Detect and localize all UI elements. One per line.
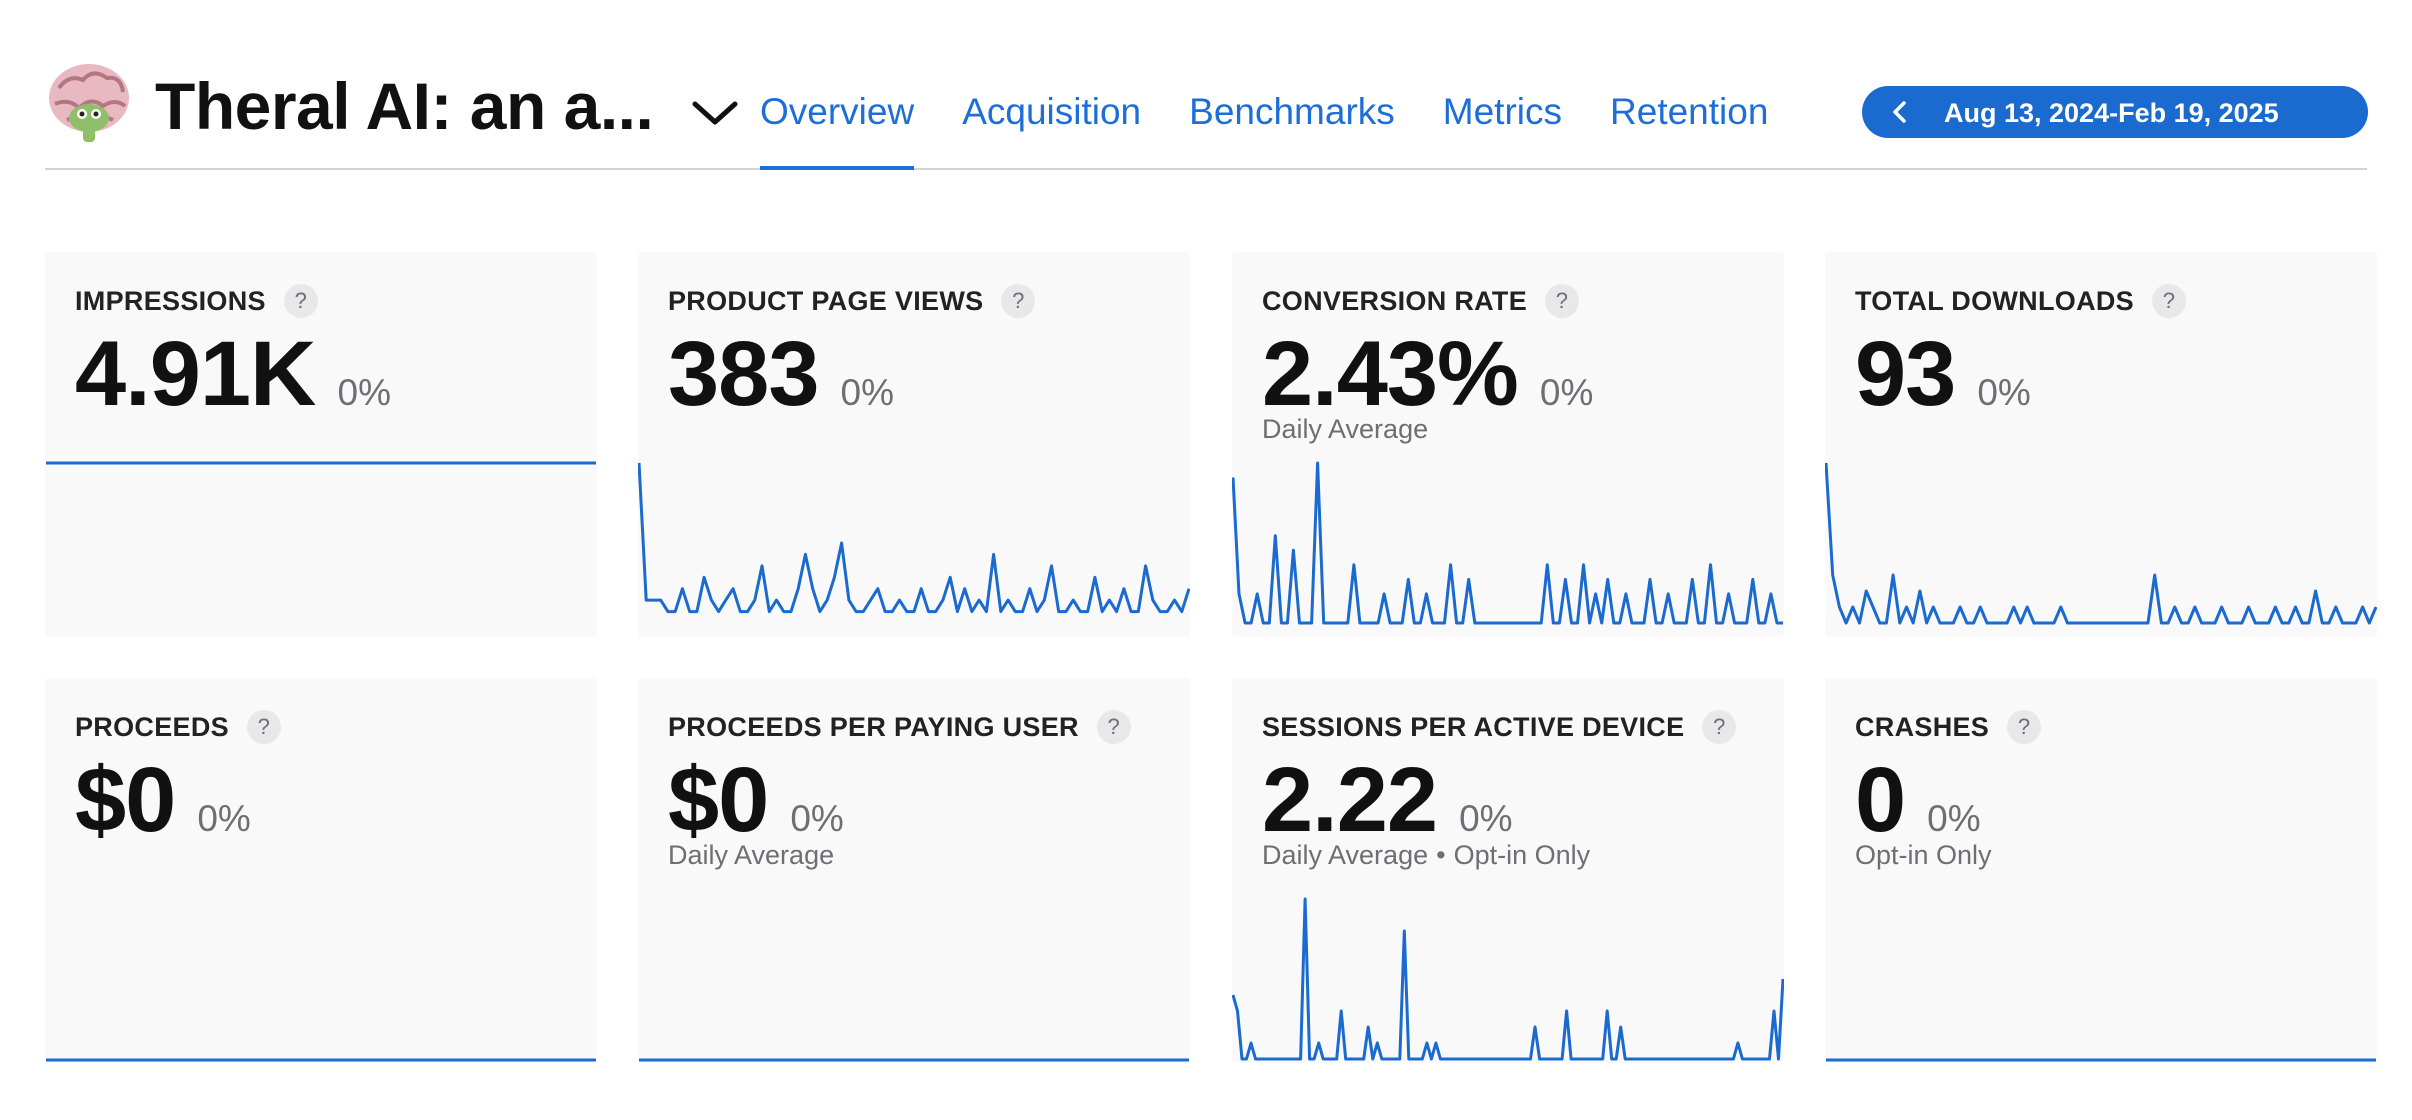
metric-label-text: TOTAL DOWNLOADS — [1855, 285, 2134, 316]
metric-value-row: 383 0% — [668, 328, 894, 420]
sparkline-chart — [1825, 462, 2377, 625]
metric-label-text: PRODUCT PAGE VIEWS — [668, 285, 984, 316]
metric-label-text: IMPRESSIONS — [75, 285, 266, 316]
help-icon[interactable]: ? — [1096, 710, 1131, 744]
separator-dot: • — [1436, 840, 1446, 870]
metric-card-conversion-rate[interactable]: CONVERSION RATE? 2.43% 0% Daily Average — [1232, 252, 1784, 637]
metric-card-total-downloads[interactable]: TOTAL DOWNLOADS? 93 0% — [1825, 252, 2377, 637]
sparkline-series — [1232, 461, 1783, 625]
metric-value: 383 — [668, 323, 819, 425]
chevron-left-icon[interactable] — [1888, 100, 1912, 124]
metric-value: 2.22 — [1262, 749, 1438, 851]
metric-card-product-page-views[interactable]: PRODUCT PAGE VIEWS? 383 0% — [638, 252, 1190, 637]
metric-change: 0% — [1459, 798, 1513, 839]
metric-card-crashes[interactable]: CRASHES? 0 0% Opt-in Only — [1825, 678, 2377, 1063]
sparkline-chart — [1232, 461, 1783, 625]
help-icon[interactable]: ? — [1702, 710, 1737, 744]
sparkline-chart — [46, 1058, 596, 1062]
metric-label: PROCEEDS? — [75, 710, 281, 744]
metric-value: $0 — [668, 749, 769, 851]
tab-retention[interactable]: Retention — [1610, 91, 1769, 132]
tab-bar: Overview Acquisition Benchmarks Metrics … — [760, 40, 1816, 170]
metric-value: 0 — [1855, 749, 1906, 851]
date-range-label: Aug 13, 2024-Feb 19, 2025 — [1944, 98, 2279, 128]
tab-metrics[interactable]: Metrics — [1442, 91, 1563, 132]
sparkline-chart — [639, 1058, 1189, 1062]
sparkline-chart — [1232, 897, 1784, 1061]
sparkline-chart — [638, 462, 1190, 614]
metric-card-proceeds[interactable]: PROCEEDS? $0 0% — [45, 678, 597, 1063]
tab-overview[interactable]: Overview — [760, 40, 915, 170]
metric-value-row: 0 0% — [1855, 754, 1981, 846]
sparkline-chart — [1826, 1058, 2376, 1062]
tab-benchmarks[interactable]: Benchmarks — [1189, 91, 1395, 132]
metric-note: Daily Average — [1262, 414, 1428, 445]
metric-change: 0% — [790, 798, 844, 839]
metric-value-row: 2.43% 0% — [1262, 328, 1593, 420]
metric-value: $0 — [75, 749, 176, 851]
metric-value-row: 93 0% — [1855, 328, 2031, 420]
metric-value: 4.91K — [75, 323, 316, 425]
app-header: Theral AI: an a... Overview Acquisition … — [45, 40, 2368, 170]
metric-label-text: PROCEEDS PER PAYING USER — [668, 711, 1079, 742]
metric-label-text: PROCEEDS — [75, 711, 229, 742]
help-icon[interactable]: ? — [2007, 710, 2042, 744]
metric-card-proceeds-per-paying-user[interactable]: PROCEEDS PER PAYING USER? $0 0% Daily Avera… — [638, 678, 1190, 1063]
metric-label: CRASHES? — [1855, 710, 2042, 744]
tab-acquisition[interactable]: Acquisition — [962, 91, 1142, 132]
metric-value: 2.43% — [1262, 323, 1519, 425]
metric-change: 0% — [1977, 372, 2031, 413]
metric-label-text: CONVERSION RATE — [1262, 285, 1528, 316]
metric-note-text: Daily Average — [1262, 414, 1429, 444]
chevron-down-icon[interactable] — [685, 84, 745, 144]
metric-change: 0% — [840, 372, 894, 413]
brain-icon — [49, 64, 129, 142]
help-icon[interactable]: ? — [283, 284, 318, 318]
metric-note-text: Daily Average — [1262, 840, 1429, 870]
metric-change: 0% — [1927, 798, 1981, 839]
metric-label: TOTAL DOWNLOADS? — [1855, 284, 2186, 318]
metric-change: 0% — [1539, 372, 1594, 413]
metric-note: Daily Average • Opt-in Only — [1262, 840, 1590, 871]
metric-label-text: CRASHES — [1855, 711, 1990, 742]
metric-note: Daily Average — [668, 840, 834, 871]
metric-value-row: $0 0% — [668, 754, 844, 846]
help-icon[interactable]: ? — [2151, 284, 2186, 318]
help-icon[interactable]: ? — [246, 710, 281, 744]
metric-note: Opt-in Only — [1855, 840, 1992, 871]
sparkline-series — [1232, 897, 1784, 1061]
date-range-button[interactable]: Aug 13, 2024-Feb 19, 2025 — [1862, 86, 2368, 138]
metric-label-text: SESSIONS PER ACTIVE DEVICE — [1262, 711, 1685, 742]
metric-note-secondary: Opt-in Only — [1453, 840, 1591, 870]
metric-card-impressions[interactable]: IMPRESSIONS? 4.91K 0% — [45, 252, 597, 637]
sparkline-series — [1825, 462, 2377, 625]
metric-value-row: $0 0% — [75, 754, 251, 846]
sparkline-series — [638, 462, 1190, 614]
metric-label: SESSIONS PER ACTIVE DEVICE? — [1262, 710, 1737, 744]
metric-value-row: 4.91K 0% — [75, 328, 391, 420]
app-title: Theral AI: an a... — [155, 69, 654, 143]
metric-label: PROCEEDS PER PAYING USER? — [668, 710, 1131, 744]
metric-note-text: Daily Average — [668, 840, 835, 870]
metric-note-text: Opt-in Only — [1855, 840, 1992, 870]
metric-value: 93 — [1855, 323, 1956, 425]
metric-card-sessions-per-active-device[interactable]: SESSIONS PER ACTIVE DEVICE? 2.22 0% Daily A… — [1232, 678, 1784, 1063]
metric-change: 0% — [197, 798, 251, 839]
sparkline-chart — [46, 461, 596, 465]
metric-label: CONVERSION RATE? — [1262, 284, 1580, 318]
help-icon[interactable]: ? — [1545, 284, 1580, 318]
help-icon[interactable]: ? — [1001, 284, 1036, 318]
metric-change: 0% — [337, 372, 391, 413]
metric-label: PRODUCT PAGE VIEWS? — [668, 284, 1036, 318]
metric-label: IMPRESSIONS? — [75, 284, 318, 318]
metric-value-row: 2.22 0% — [1262, 754, 1513, 846]
